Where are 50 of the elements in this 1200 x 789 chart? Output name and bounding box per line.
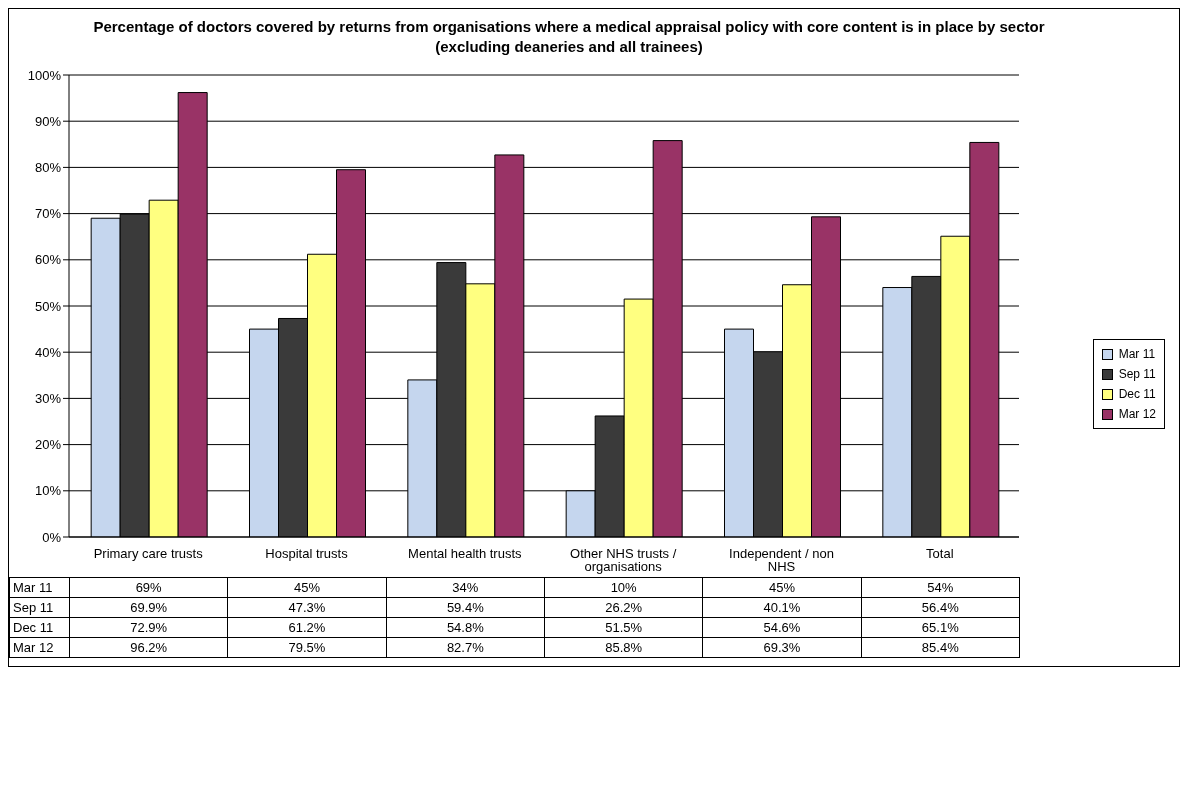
y-tick-label: 60% <box>34 252 62 268</box>
data-label: 69.9% <box>69 597 228 618</box>
x-tick-label: Other NHS trusts / organisations <box>570 546 677 575</box>
y-tick-label: 20% <box>34 437 62 453</box>
text: Mar 11 <box>13 580 53 595</box>
x-tick-label: Hospital trusts <box>265 546 349 562</box>
data-label: 45% <box>702 577 862 598</box>
legend-label: Sep 11 <box>1118 366 1156 383</box>
data-label: 59.4% <box>386 597 545 618</box>
legend-label: Dec 11 <box>1118 386 1156 403</box>
text: Mar 12 <box>13 640 54 655</box>
chart-title: Percentage of doctors covered by returns from organisations where a medical appraisal policy with core content is in place by sector (excluding deaneries and all trainees) <box>92 17 1046 57</box>
data-label: 69% <box>69 577 228 598</box>
data-label: 34% <box>386 577 545 598</box>
data-label: 54% <box>861 577 1020 598</box>
data-label: 85.8% <box>544 637 703 658</box>
legend-label: Mar 11 <box>1118 346 1156 363</box>
data-label: 56.4% <box>861 597 1020 618</box>
y-tick-label: 100% <box>27 67 62 83</box>
data-label: 26.2% <box>544 597 703 618</box>
data-label: 54.8% <box>386 617 545 638</box>
data-label: 51.5% <box>544 617 703 638</box>
x-tick-label: Independent / non NHS <box>729 546 834 575</box>
text: Dec 11 <box>13 620 54 635</box>
y-tick-label: 80% <box>34 160 62 176</box>
data-label: 82.7% <box>386 637 545 658</box>
text: Sep 11 <box>13 600 54 615</box>
data-label: 61.2% <box>227 617 387 638</box>
x-tick-label: Primary care trusts <box>93 546 204 562</box>
data-label: 79.5% <box>227 637 387 658</box>
data-label: 69.3% <box>702 637 862 658</box>
data-label: 65.1% <box>861 617 1020 638</box>
data-label: 85.4% <box>861 637 1020 658</box>
legend-label: Mar 12 <box>1118 406 1156 423</box>
data-label: 40.1% <box>702 597 862 618</box>
x-tick-label: Total <box>926 546 954 562</box>
data-label: 96.2% <box>69 637 228 658</box>
y-tick-label: 50% <box>34 298 62 314</box>
y-tick-label: 10% <box>34 483 62 499</box>
data-label: 45% <box>227 577 387 598</box>
data-label: 10% <box>544 577 703 598</box>
data-label: 72.9% <box>69 617 228 638</box>
x-tick-label: Mental health trusts <box>408 546 523 562</box>
data-label: 47.3% <box>227 597 387 618</box>
y-tick-label: 90% <box>34 113 62 129</box>
data-label: 54.6% <box>702 617 862 638</box>
y-tick-label: 0% <box>42 529 62 545</box>
y-tick-label: 40% <box>34 344 62 360</box>
y-tick-label: 70% <box>34 206 62 222</box>
y-tick-label: 30% <box>34 391 62 407</box>
